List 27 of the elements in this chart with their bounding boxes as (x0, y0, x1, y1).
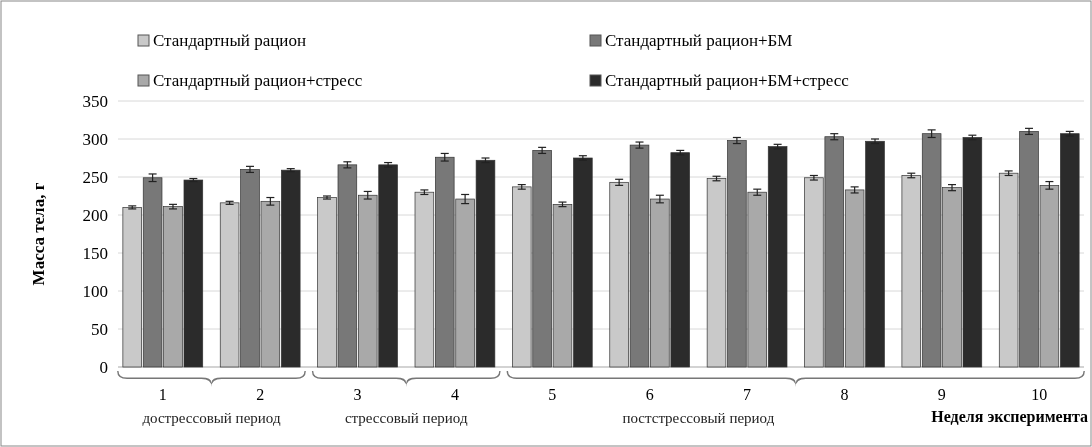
x-tick-label: 8 (840, 386, 849, 404)
x-tick-label: 2 (256, 386, 265, 404)
legend-label: Стандартный рацион+БМ+стресс (605, 71, 850, 90)
y-axis-title: Масса тела, г (29, 182, 48, 286)
x-tick-label: 7 (743, 386, 752, 404)
text: стрессовый период (344, 410, 468, 426)
legend-label: Стандартный рацион+БМ (605, 31, 793, 50)
y-tick-label: 350 (82, 91, 108, 111)
legend-label: Стандартный рацион+стресс (153, 71, 363, 90)
legend-label: Стандартный рацион (153, 31, 306, 50)
x-tick-label: 10 (1031, 386, 1048, 404)
x-axis-title: Неделя эксперимента (931, 408, 1088, 426)
x-tick-label: 5 (548, 386, 557, 404)
y-tick-label: 200 (82, 205, 108, 225)
x-tick-label: 4 (450, 386, 459, 404)
y-tick-label: 100 (82, 281, 108, 301)
y-tick-label: 250 (82, 167, 108, 187)
x-tick-label: 6 (645, 386, 654, 404)
x-tick-label: 3 (353, 386, 362, 404)
y-tick-label: 0 (99, 357, 108, 377)
y-tick-label: 300 (82, 129, 108, 149)
y-tick-label: 150 (82, 243, 108, 263)
x-tick-label: 9 (937, 386, 946, 404)
text: дострессовый период (142, 410, 281, 426)
x-tick-label: 1 (158, 386, 167, 404)
y-tick-label: 50 (91, 319, 108, 339)
text: постстрессовый период (622, 410, 775, 426)
